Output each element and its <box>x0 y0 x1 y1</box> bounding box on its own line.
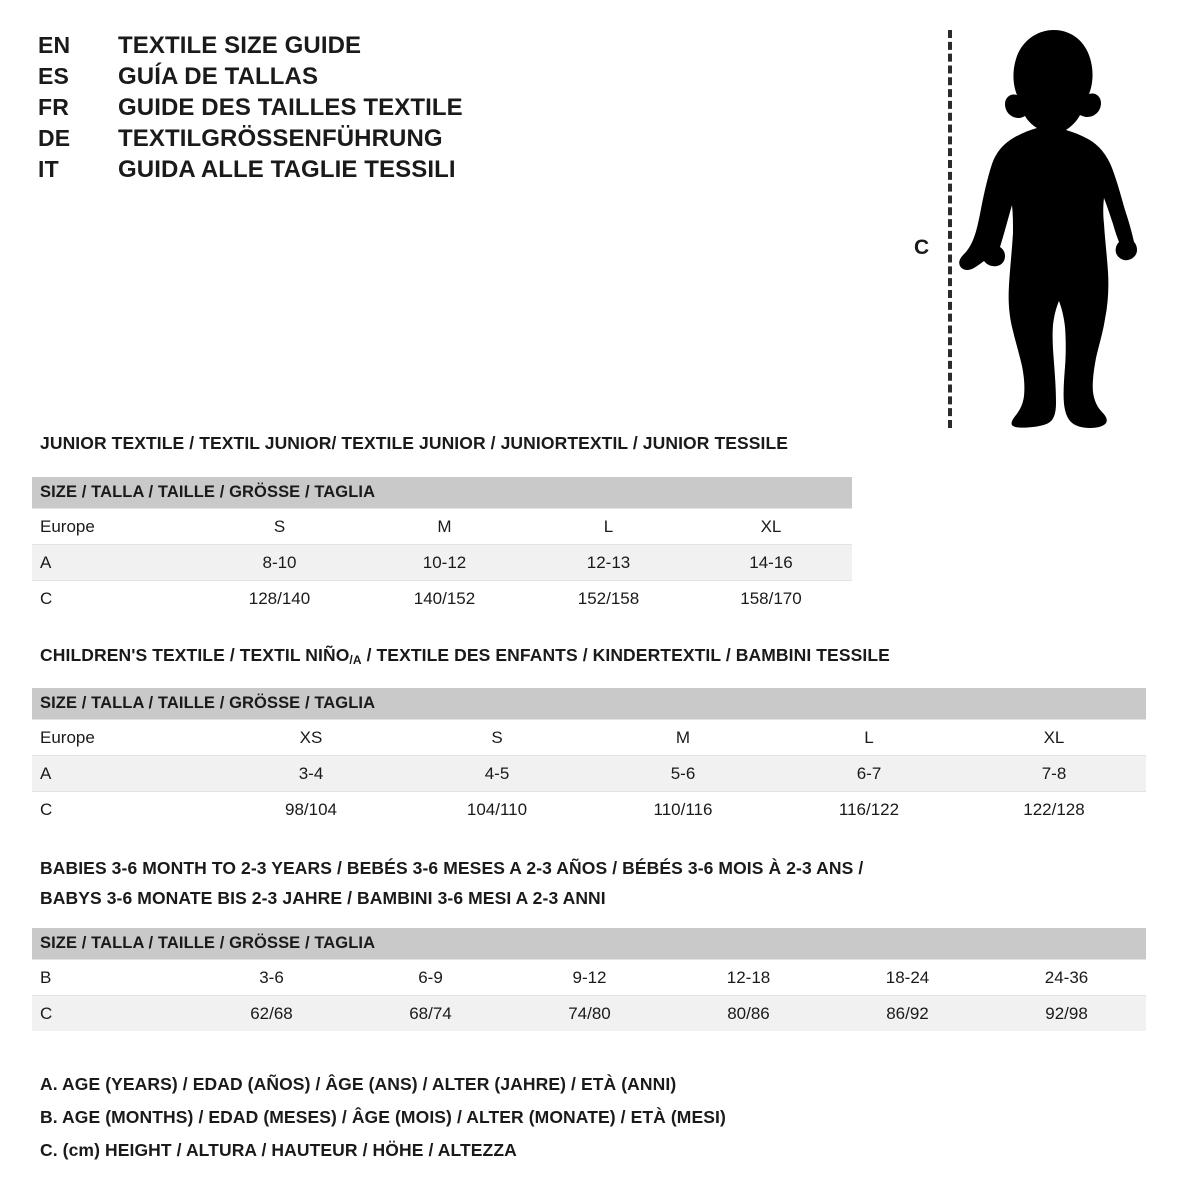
children-row-europe-v1: S <box>404 719 590 756</box>
children-row-europe-v3: L <box>776 719 962 756</box>
language-title-fr: GUIDE DES TAILLES TEXTILE <box>118 94 463 121</box>
language-row-en: EN TEXTILE SIZE GUIDE <box>38 32 558 63</box>
junior-row-c-v3: 158/170 <box>690 580 852 616</box>
junior-row-c-label: C <box>32 580 197 616</box>
children-title-subscript: /A <box>349 653 362 667</box>
junior-row-europe-v1: M <box>362 508 527 545</box>
babies-row-b-label: B <box>32 959 192 996</box>
junior-row-europe-v0: S <box>197 508 362 545</box>
babies-band-label: SIZE / TALLA / TAILLE / GRÖSSE / TAGLIA <box>40 934 376 952</box>
children-table-band: SIZE / TALLA / TAILLE / GRÖSSE / TAGLIA <box>32 688 1146 720</box>
legend-line-c-pre: C. <box>40 1140 63 1160</box>
language-code-en: EN <box>38 32 71 58</box>
children-title-post: / TEXTILE DES ENFANTS / KINDERTEXTIL / B… <box>361 645 890 665</box>
babies-row-b-v4: 18-24 <box>828 959 987 996</box>
table-row: C 62/68 68/74 74/80 80/86 86/92 92/98 <box>32 995 1147 1031</box>
children-row-europe-label: Europe <box>32 719 218 756</box>
children-row-c-v2: 110/116 <box>590 791 776 827</box>
junior-row-a-label: A <box>32 544 197 581</box>
legend-line-a: A. AGE (YEARS) / EDAD (AÑOS) / ÂGE (ANS)… <box>40 1074 677 1094</box>
children-row-c-v1: 104/110 <box>404 791 590 827</box>
babies-row-b-v5: 24-36 <box>987 959 1147 996</box>
babies-row-b-v1: 6-9 <box>351 959 510 996</box>
table-row: A 3-4 4-5 5-6 6-7 7-8 <box>32 755 1146 792</box>
legend-line-c: C. (cm) HEIGHT / ALTURA / HAUTEUR / HÖHE… <box>40 1134 940 1167</box>
height-reference-figure: C <box>900 18 1170 428</box>
height-dashed-line <box>948 30 952 428</box>
language-title-en: TEXTILE SIZE GUIDE <box>118 32 362 59</box>
babies-row-c-v5: 92/98 <box>987 995 1147 1031</box>
babies-row-c-v1: 68/74 <box>351 995 510 1031</box>
junior-row-europe-v3: XL <box>690 508 852 545</box>
junior-row-c-v2: 152/158 <box>527 580 690 616</box>
junior-row-europe-v2: L <box>527 508 690 545</box>
babies-row-b-v0: 3-6 <box>192 959 351 996</box>
table-row: B 3-6 6-9 9-12 12-18 18-24 24-36 <box>32 959 1147 996</box>
language-row-it: IT GUIDA ALLE TAGLIE TESSILI <box>38 156 558 187</box>
babies-section-title-line2: BABYS 3-6 MONATE BIS 2-3 JAHRE / BAMBINI… <box>40 888 606 908</box>
child-silhouette-icon <box>959 30 1137 428</box>
language-code-fr: FR <box>38 94 70 120</box>
children-row-europe-v4: XL <box>962 719 1146 756</box>
legend-line-c-unit: (cm) <box>62 1140 101 1160</box>
babies-row-b-v3: 12-18 <box>669 959 828 996</box>
table-row: A 8-10 10-12 12-13 14-16 <box>32 544 852 581</box>
children-section-title: CHILDREN'S TEXTILE / TEXTIL NIÑO/A / TEX… <box>40 645 890 667</box>
children-row-europe-v0: XS <box>218 719 404 756</box>
language-code-es: ES <box>38 63 70 89</box>
table-row: Europe XS S M L XL <box>32 719 1146 756</box>
babies-row-c-v3: 80/86 <box>669 995 828 1031</box>
junior-row-a-v2: 12-13 <box>527 544 690 581</box>
babies-row-c-v0: 62/68 <box>192 995 351 1031</box>
children-row-c-v3: 116/122 <box>776 791 962 827</box>
language-title-es: GUÍA DE TALLAS <box>118 63 319 90</box>
language-code-de: DE <box>38 125 71 151</box>
children-row-a-v2: 5-6 <box>590 755 776 792</box>
babies-row-c-v4: 86/92 <box>828 995 987 1031</box>
table-row: C 98/104 104/110 110/116 116/122 122/128 <box>32 791 1146 827</box>
children-row-a-v3: 6-7 <box>776 755 962 792</box>
children-size-table: SIZE / TALLA / TAILLE / GRÖSSE / TAGLIA … <box>32 688 1146 827</box>
language-title-block: EN TEXTILE SIZE GUIDE ES GUÍA DE TALLAS … <box>38 32 558 187</box>
babies-section-title-line1: BABIES 3-6 MONTH TO 2-3 YEARS / BEBÉS 3-… <box>40 858 864 878</box>
table-row: C 128/140 140/152 152/158 158/170 <box>32 580 852 616</box>
junior-section-title: JUNIOR TEXTILE / TEXTIL JUNIOR/ TEXTILE … <box>40 433 789 453</box>
language-title-it: GUIDA ALLE TAGLIE TESSILI <box>118 156 456 183</box>
language-title-de: TEXTILGRÖSSENFÜHRUNG <box>118 125 443 152</box>
babies-table-band: SIZE / TALLA / TAILLE / GRÖSSE / TAGLIA <box>32 928 1147 960</box>
children-row-a-v4: 7-8 <box>962 755 1146 792</box>
junior-row-a-v0: 8-10 <box>197 544 362 581</box>
children-row-a-v0: 3-4 <box>218 755 404 792</box>
junior-row-c-v0: 128/140 <box>197 580 362 616</box>
babies-row-b-v2: 9-12 <box>510 959 669 996</box>
junior-row-a-v1: 10-12 <box>362 544 527 581</box>
babies-size-table: SIZE / TALLA / TAILLE / GRÖSSE / TAGLIA … <box>32 928 1147 1031</box>
legend-line-c-post: HEIGHT / ALTURA / HAUTEUR / HÖHE / ALTEZ… <box>100 1140 517 1160</box>
table-row: Europe S M L XL <box>32 508 852 545</box>
junior-row-europe-label: Europe <box>32 508 197 545</box>
junior-table-band: SIZE / TALLA / TAILLE / GRÖSSE / TAGLIA <box>32 477 852 509</box>
children-band-label: SIZE / TALLA / TAILLE / GRÖSSE / TAGLIA <box>40 694 376 712</box>
height-marker-label: C <box>914 236 930 259</box>
language-code-it: IT <box>38 156 59 182</box>
children-row-c-label: C <box>32 791 218 827</box>
children-row-europe-v2: M <box>590 719 776 756</box>
language-row-de: DE TEXTILGRÖSSENFÜHRUNG <box>38 125 558 156</box>
legend-line-b: B. AGE (MONTHS) / EDAD (MESES) / ÂGE (MO… <box>40 1107 726 1127</box>
children-title-pre: CHILDREN'S TEXTILE / TEXTIL NIÑO <box>40 645 350 665</box>
language-row-fr: FR GUIDE DES TAILLES TEXTILE <box>38 94 558 125</box>
children-row-c-v4: 122/128 <box>962 791 1146 827</box>
junior-band-label: SIZE / TALLA / TAILLE / GRÖSSE / TAGLIA <box>40 483 376 501</box>
children-row-a-v1: 4-5 <box>404 755 590 792</box>
children-row-a-label: A <box>32 755 218 792</box>
babies-row-c-label: C <box>32 995 192 1031</box>
junior-row-c-v1: 140/152 <box>362 580 527 616</box>
junior-size-table: SIZE / TALLA / TAILLE / GRÖSSE / TAGLIA … <box>32 477 852 616</box>
children-row-c-v0: 98/104 <box>218 791 404 827</box>
junior-row-a-v3: 14-16 <box>690 544 852 581</box>
legend-block: A. AGE (YEARS) / EDAD (AÑOS) / ÂGE (ANS)… <box>40 1068 940 1167</box>
language-row-es: ES GUÍA DE TALLAS <box>38 63 558 94</box>
babies-row-c-v2: 74/80 <box>510 995 669 1031</box>
